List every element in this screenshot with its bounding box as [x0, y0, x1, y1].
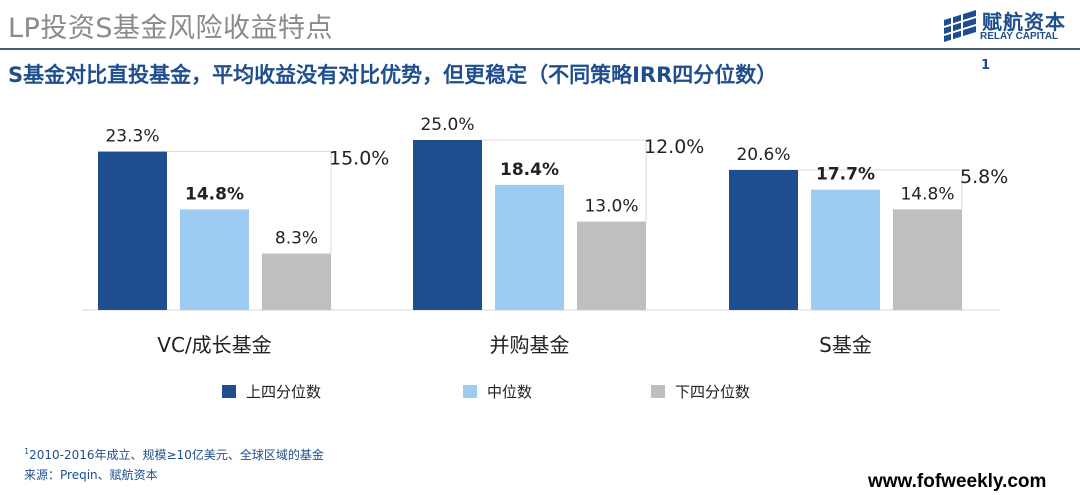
category-label: S基金: [819, 333, 872, 357]
category-label: 并购基金: [490, 333, 570, 357]
legend-swatch: [651, 385, 665, 398]
bar-value-label: 8.3%: [275, 229, 318, 249]
legend-label: 中位数: [487, 383, 532, 401]
legend-label: 下四分位数: [675, 383, 750, 401]
bar-value-label: 13.0%: [584, 197, 638, 217]
bar-lower-quartile: [577, 221, 646, 310]
bar-lower-quartile: [893, 209, 962, 310]
bar-value-label: 18.4%: [500, 160, 559, 180]
legend-swatch: [222, 385, 236, 398]
header-divider: [0, 48, 1080, 50]
logo-english-name: RELAY CAPITAL: [980, 31, 1059, 42]
bar-value-label: 25.0%: [420, 115, 474, 135]
footnote-marker: 1: [24, 447, 30, 456]
bar-upper-quartile: [98, 151, 167, 310]
relay-capital-logo: 赋航资本 RELAY CAPITAL: [942, 6, 1077, 46]
bar-median: [180, 209, 249, 310]
bar-lower-quartile: [262, 253, 331, 310]
bar-value-label: 17.7%: [816, 165, 875, 185]
bar-upper-quartile: [729, 169, 798, 310]
chart-subtitle: S基金对比直投基金，平均收益没有对比优势，但更稳定（不同策略IRR四分位数）: [8, 63, 778, 87]
bar-median: [811, 189, 880, 310]
bar-upper-quartile: [413, 140, 482, 310]
footnote-source: 来源：Preqin、赋航资本: [24, 468, 158, 482]
logo-mark-icon: [944, 9, 976, 42]
bar-median: [495, 184, 564, 310]
bar-value-label: 14.8%: [900, 184, 954, 204]
bar-value-label: 23.3%: [105, 127, 159, 147]
page-title: LP投资S基金风险收益特点: [8, 13, 333, 44]
legend-swatch: [463, 385, 477, 398]
spread-label: 15.0%: [329, 148, 389, 170]
bar-value-label: 20.6%: [736, 145, 790, 165]
spread-label: 12.0%: [644, 136, 704, 158]
spread-label: 5.8%: [960, 166, 1008, 188]
legend-label: 上四分位数: [246, 383, 321, 401]
logo-chinese-name: 赋航资本: [982, 10, 1066, 34]
bar-value-label: 14.8%: [185, 184, 244, 204]
footnote-note: 12010-2016年成立、规模≥10亿美元、全球区域的基金: [24, 446, 324, 463]
subtitle-footnote-marker: 1: [981, 58, 991, 73]
footnote-note-text: 2010-2016年成立、规模≥10亿美元、全球区域的基金: [29, 448, 324, 462]
watermark-url: www.fofweekly.com: [868, 471, 1047, 492]
category-label: VC/成长基金: [157, 333, 271, 357]
